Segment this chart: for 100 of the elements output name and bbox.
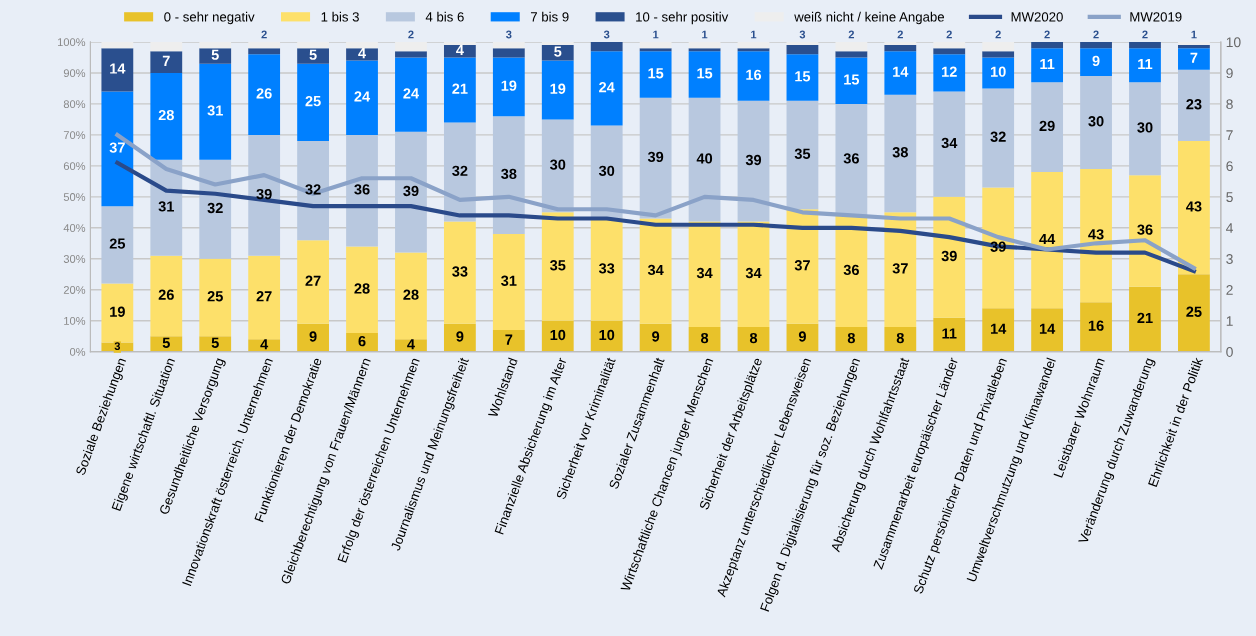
legend-label: 4 bis 6 <box>425 11 464 22</box>
data-label: 1 <box>702 30 708 39</box>
data-label: 25 <box>207 291 223 302</box>
data-label: 43 <box>1088 229 1104 240</box>
bar <box>835 41 868 52</box>
bar <box>346 333 378 352</box>
data-label: 25 <box>1186 306 1202 317</box>
bar <box>1031 48 1064 83</box>
data-label: 33 <box>452 266 468 277</box>
bar <box>884 41 917 46</box>
bar <box>884 94 917 213</box>
bar <box>982 41 1015 52</box>
y-tick-label: 30% <box>63 255 86 263</box>
bar <box>835 215 868 327</box>
bar <box>150 41 183 52</box>
legend-label: MW2019 <box>1130 12 1182 22</box>
data-label: 29 <box>1039 120 1055 132</box>
bar <box>1178 274 1210 352</box>
data-label: 12 <box>942 66 957 77</box>
bar <box>297 63 329 142</box>
bar <box>395 41 427 52</box>
data-label: 8 <box>749 332 758 344</box>
data-label: 19 <box>550 83 566 94</box>
bar <box>639 41 672 49</box>
y-tick-label: 80% <box>63 100 86 109</box>
bar <box>1031 172 1064 309</box>
data-label: 15 <box>844 74 860 85</box>
bar <box>492 41 525 49</box>
bar <box>835 57 868 104</box>
data-label: 39 <box>403 185 419 197</box>
bar <box>443 323 476 352</box>
y2-tick-label: 9 <box>1226 68 1233 79</box>
bar <box>541 60 574 120</box>
y-tick-label: 20% <box>63 286 86 294</box>
data-label: 24 <box>403 88 419 99</box>
bar <box>346 134 378 247</box>
data-label: 36 <box>354 184 370 195</box>
data-label: 8 <box>847 332 855 344</box>
data-label: 32 <box>990 131 1006 142</box>
data-label: 1 <box>1191 30 1197 39</box>
y2-tick-label: 7 <box>1226 130 1233 140</box>
data-label: 2 <box>408 30 414 39</box>
bar <box>982 187 1015 309</box>
data-label: 8 <box>700 332 709 344</box>
y2-tick-label: 4 <box>1226 223 1234 233</box>
bar <box>639 48 672 52</box>
data-label: 30 <box>549 159 566 170</box>
data-label: 26 <box>158 289 174 300</box>
bar <box>297 240 329 324</box>
bar <box>248 255 281 340</box>
y2-tick-label: 1 <box>1226 316 1233 326</box>
bar <box>639 51 672 98</box>
data-label: 2 <box>261 30 267 39</box>
data-label: 36 <box>843 153 859 164</box>
data-label: 14 <box>990 323 1007 334</box>
bar <box>492 116 525 235</box>
bar <box>1080 168 1112 303</box>
data-label: 32 <box>207 202 223 214</box>
bar <box>639 218 672 324</box>
data-label: 31 <box>207 105 223 116</box>
data-label: 4 <box>407 339 415 350</box>
bar <box>1080 76 1112 169</box>
data-label: 25 <box>109 238 126 249</box>
bar <box>1080 302 1112 352</box>
data-label: 9 <box>798 331 806 342</box>
bar <box>541 320 574 352</box>
bar <box>835 103 868 216</box>
data-label: 7 <box>505 334 513 345</box>
bar <box>150 51 183 73</box>
data-label: 14 <box>110 63 126 74</box>
bar <box>590 41 623 52</box>
data-label: 19 <box>501 80 517 91</box>
data-label: 2 <box>848 30 855 39</box>
data-label: 27 <box>305 275 321 286</box>
bar <box>1031 41 1064 49</box>
y-tick-label: 40% <box>63 224 86 232</box>
data-label: 2 <box>1044 30 1050 39</box>
bar <box>101 48 134 92</box>
bar <box>884 51 917 95</box>
data-label: 23 <box>1186 99 1202 110</box>
data-label: 5 <box>162 337 170 348</box>
data-label: 27 <box>256 291 272 302</box>
bar <box>688 221 721 327</box>
data-label: 30 <box>1088 116 1104 127</box>
data-label: 38 <box>501 168 517 180</box>
data-label: 35 <box>549 260 566 271</box>
bar <box>443 221 476 324</box>
data-label: 15 <box>697 68 713 79</box>
data-label: 31 <box>158 201 174 212</box>
bar <box>297 41 329 49</box>
bar <box>688 41 721 49</box>
data-label: 15 <box>648 68 664 79</box>
bar <box>346 41 378 49</box>
data-label: 30 <box>598 165 615 176</box>
bar <box>297 323 329 352</box>
bar <box>101 91 134 207</box>
data-label: 25 <box>305 95 321 107</box>
data-label: 24 <box>354 91 371 102</box>
data-label: 28 <box>403 289 419 300</box>
y2-tick-label: 3 <box>1226 254 1233 264</box>
